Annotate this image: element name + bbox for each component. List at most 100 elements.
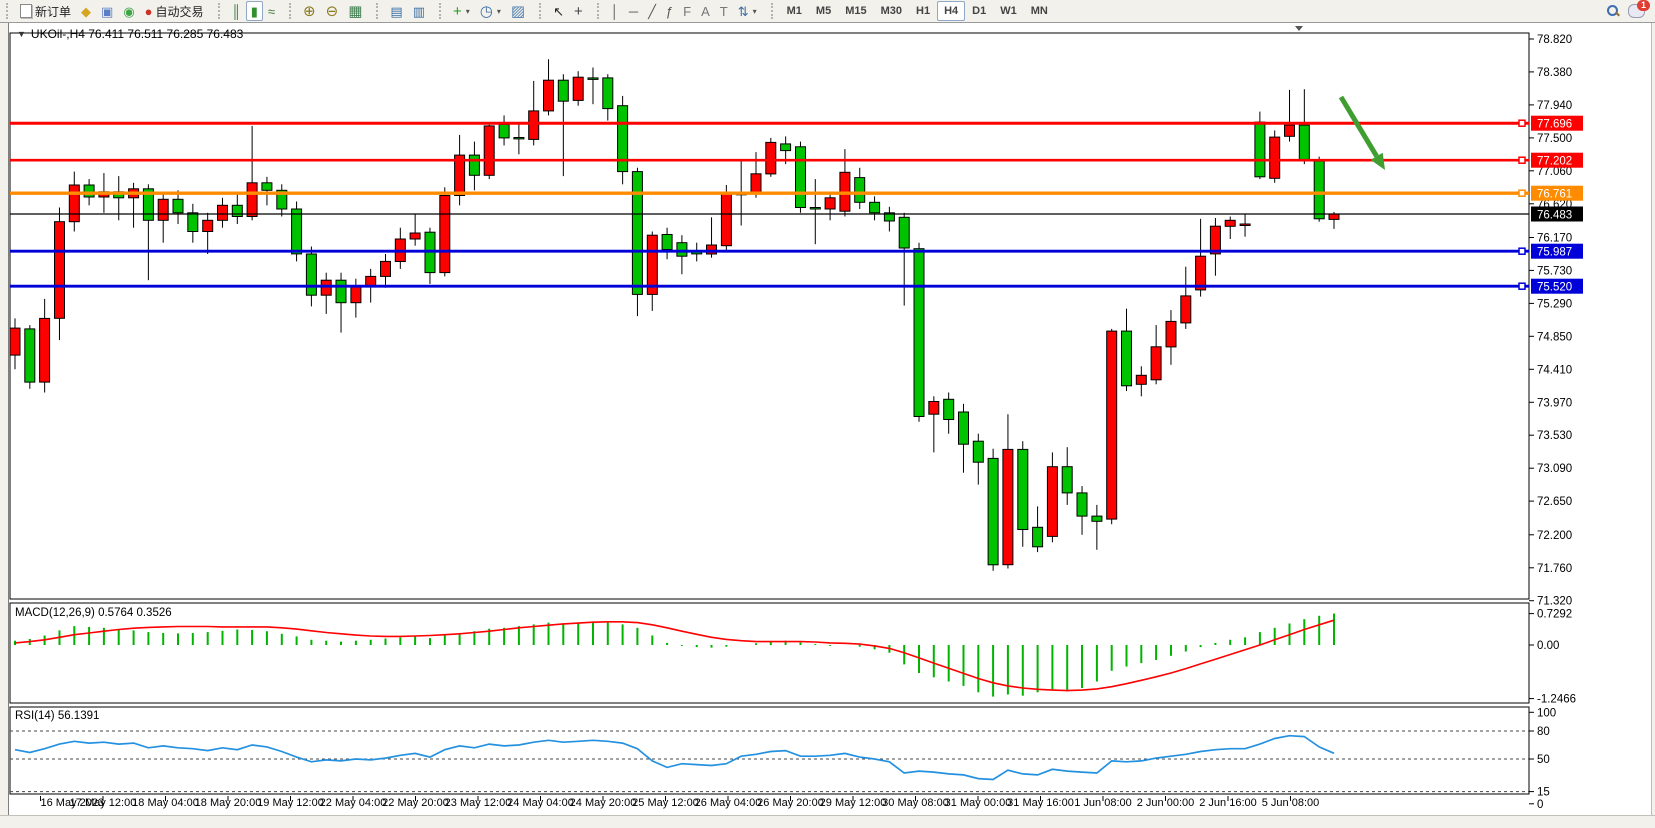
auto-scroll-button[interactable]: ▤ <box>385 1 407 21</box>
line-handle <box>1518 282 1526 290</box>
chart-shift-marker[interactable] <box>1295 26 1303 31</box>
candle <box>320 279 332 296</box>
chat-icon[interactable]: 1 <box>1628 0 1650 18</box>
horizontal-price-lines[interactable] <box>10 119 1529 290</box>
timeframe-h4-button[interactable]: H4 <box>937 1 966 21</box>
svg-text:25 May 12:00: 25 May 12:00 <box>632 797 699 809</box>
timeframe-m5-button[interactable]: M5 <box>815 5 832 17</box>
line-chart-button[interactable]: ≈ <box>263 1 280 21</box>
chart-menu-chevron-icon[interactable]: ▼ <box>17 29 26 39</box>
horizontal-line-button[interactable]: ─ <box>624 1 643 21</box>
candle <box>1180 295 1192 324</box>
new-order-button[interactable]: 新订单 <box>15 1 76 21</box>
candle <box>39 317 51 383</box>
periods-button[interactable]: ◷ ▾ <box>475 1 506 21</box>
zoom-in-button[interactable]: ⊕ <box>298 1 321 21</box>
tile-windows-button[interactable]: ▦ <box>343 1 367 21</box>
chart-canvas[interactable]: 78.82078.38077.94077.50077.06076.62076.1… <box>9 23 1651 815</box>
candlestick-chart-button[interactable]: ▮ <box>245 1 263 21</box>
text-label-icon: T <box>719 3 728 19</box>
toolbar-group-cursor: ↖ + <box>533 0 591 22</box>
timeframe-h1-button[interactable]: H1 <box>916 5 931 17</box>
signals-button[interactable]: ◉ <box>118 1 139 21</box>
toolbar-grip[interactable] <box>596 3 603 19</box>
candle <box>1032 526 1044 548</box>
candle <box>543 79 554 112</box>
chart-shift-button[interactable]: ▥ <box>408 1 430 21</box>
candle <box>1106 330 1118 520</box>
candle <box>528 110 540 140</box>
text-label-button[interactable]: T <box>715 1 733 21</box>
candle <box>943 398 955 420</box>
toolbar-grip[interactable] <box>217 3 224 19</box>
zoom-out-button[interactable]: ⊖ <box>321 1 344 21</box>
toolbar-group-drawing: │ ─ ╱ ƒ F A T ⇅ ▾ <box>591 0 765 22</box>
timeframe-mn-button[interactable]: MN <box>1030 5 1048 17</box>
candle <box>1195 255 1207 291</box>
line-handle <box>1518 156 1526 164</box>
toolbar-grip[interactable] <box>376 3 382 19</box>
timeframe-m15-button[interactable]: M15 <box>845 5 867 17</box>
cursor-button[interactable]: ↖ <box>548 1 569 21</box>
toolbar-grip[interactable] <box>539 3 545 19</box>
line-handle <box>1518 247 1526 255</box>
candle <box>409 232 421 240</box>
timeframe-d1-button[interactable]: D1 <box>972 5 987 17</box>
arrows-button-dropdown-icon[interactable]: ▾ <box>752 6 757 16</box>
add-indicator-button-dropdown-icon[interactable]: ▾ <box>465 6 470 16</box>
svg-text:80: 80 <box>1537 726 1550 738</box>
timeframe-m1-button[interactable]: M1 <box>786 5 802 17</box>
gold-package-button[interactable]: ◆ <box>76 1 96 21</box>
arrows-button[interactable]: ⇅ ▾ <box>733 1 762 21</box>
add-indicator-button[interactable]: + ▾ <box>448 1 475 21</box>
green-down-arrow-annotation[interactable] <box>1338 95 1385 170</box>
candle <box>557 79 569 102</box>
candle <box>572 76 584 101</box>
terminal-button[interactable]: ▣ <box>96 1 118 21</box>
timeframe-m30-button[interactable]: M30 <box>880 5 903 17</box>
templates-icon: ▨ <box>510 2 526 20</box>
trendline-button[interactable]: ╱ <box>643 1 661 21</box>
line-handle <box>1518 189 1526 197</box>
crosshair-button[interactable]: + <box>569 1 588 21</box>
templates-button[interactable]: ▨ <box>506 1 530 21</box>
zoom-out-icon: ⊖ <box>325 2 339 20</box>
tile-windows-icon: ▦ <box>348 2 363 20</box>
candle <box>246 182 258 218</box>
chart-title[interactable]: ▼ UKOil-,H4 76.411 76.511 76.285 76.483 <box>17 27 243 41</box>
toolbar-group-insert: + ▾ ◷ ▾ ▨ <box>433 0 533 22</box>
toolbar-grip[interactable] <box>289 3 295 19</box>
periods-button-dropdown-icon[interactable]: ▾ <box>496 6 501 16</box>
price-line-label: 75.987 <box>1531 243 1583 259</box>
autotrading-icon: ● <box>144 3 153 19</box>
candle <box>987 457 999 566</box>
svg-text:17 May 12:00: 17 May 12:00 <box>70 797 137 809</box>
price-line-label: 77.202 <box>1531 152 1583 168</box>
text-button[interactable]: A <box>696 1 715 21</box>
autotrading-button[interactable]: ● 自动交易 <box>140 1 209 21</box>
vertical-line-button[interactable]: │ <box>606 1 624 21</box>
toolbar-grip[interactable] <box>770 3 777 19</box>
toolbar-grip[interactable] <box>6 3 12 19</box>
candle <box>9 327 21 356</box>
candle <box>1076 492 1088 517</box>
candle <box>454 154 466 197</box>
search-icon[interactable] <box>1606 4 1620 18</box>
svg-text:77.202: 77.202 <box>1537 156 1572 168</box>
autotrading-button-label: 自动交易 <box>155 4 204 19</box>
candle <box>706 244 717 255</box>
main-toolbar: 新订单 ◆ ▣ ◉ ● 自动交易 ║ ▮ ≈ ⊕ ⊖ ▦ ▤ ▥ + ▾ ◷ ▾ ▨ ↖ + │ ─ ╱ ƒ F A T ⇅ ▾ M1 M5 M… <box>0 0 1655 23</box>
svg-text:22 May 04:00: 22 May 04:00 <box>320 797 387 809</box>
rsi-level-lines <box>10 730 1529 793</box>
svg-text:73.970: 73.970 <box>1537 397 1572 409</box>
timeframe-w1-button[interactable]: W1 <box>1000 5 1017 17</box>
bar-chart-button[interactable]: ║ <box>227 1 246 21</box>
signal-broadcast-icon: ◉ <box>123 3 135 19</box>
candle <box>1135 374 1147 385</box>
toolbar-grip[interactable] <box>438 3 445 19</box>
svg-text:31 May 00:00: 31 May 00:00 <box>945 797 1012 809</box>
fibo-grid-button[interactable]: F <box>678 1 696 21</box>
fibonacci-button[interactable]: ƒ <box>661 1 678 21</box>
toolbar-group-zoom: ⊕ ⊖ ▦ <box>283 0 370 22</box>
